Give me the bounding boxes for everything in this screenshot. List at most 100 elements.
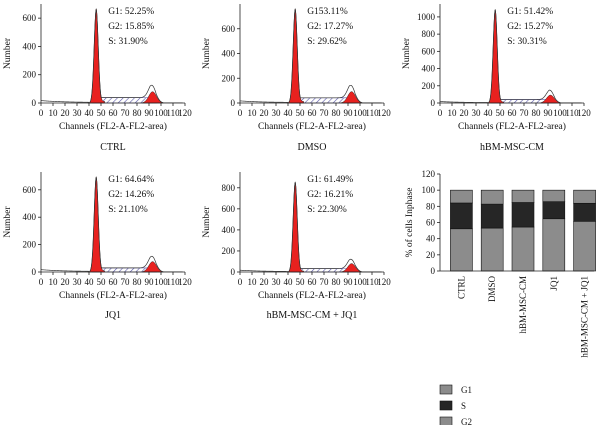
x-tick-label: 20: [260, 108, 270, 118]
x-tick-label: 100: [154, 277, 168, 287]
histogram-envelope: [239, 9, 382, 104]
bar-segment-g2: [480, 189, 504, 205]
x-tick-label: 0: [238, 108, 243, 118]
y-tick-label: 600: [23, 185, 37, 195]
x-tick-label: 40: [484, 108, 494, 118]
x-tick-label: 50: [97, 277, 107, 287]
category-label: JQ1: [549, 276, 559, 291]
x-tick-label: 50: [97, 108, 107, 118]
legend-label: G1: [461, 385, 472, 395]
x-tick-label: 90: [145, 108, 155, 118]
y-tick-label: 60: [426, 218, 436, 228]
x-tick-label: 70: [320, 277, 330, 287]
y-tick-label: 40: [426, 234, 436, 244]
y-tick-label: 0: [231, 98, 236, 108]
x-tick-label: 80: [133, 277, 143, 287]
x-axis-label: Channels (FL2-A-FL2-area): [258, 121, 366, 132]
y-tick-label: 0: [431, 266, 436, 276]
x-tick-label: 20: [61, 277, 71, 287]
legend-swatch: [439, 400, 453, 411]
x-tick-label: 20: [61, 108, 71, 118]
phase-percentage: G2: 16.21%: [307, 190, 353, 200]
bar-segment-g1: [573, 220, 596, 272]
phase-percentage: S: 31.90%: [108, 37, 148, 47]
phase-percentage: S: 22.30%: [307, 205, 347, 215]
g1-peak: [486, 8, 504, 104]
x-tick-label: 120: [178, 108, 192, 118]
g1-peak: [87, 7, 105, 104]
bar-segment-s: [542, 201, 566, 220]
legend-swatch: [439, 384, 453, 395]
x-tick-label: 70: [320, 108, 330, 118]
x-tick-label: 100: [553, 108, 567, 118]
y-tick-label: 200: [23, 70, 37, 80]
histogram-panel: 0 200 400 600 800 0 10 20 30 40 50 60 70 80 90 10011012…: [202, 172, 391, 321]
x-tick-label: 10: [448, 108, 458, 118]
x-tick-label: 110: [166, 277, 180, 287]
x-tick-label: 0: [438, 108, 443, 118]
x-tick-label: 110: [365, 108, 379, 118]
y-tick-label: 0: [231, 267, 236, 277]
legend: G1 S G2: [439, 384, 472, 425]
x-tick-label: 80: [332, 277, 342, 287]
x-tick-label: 10: [49, 277, 59, 287]
x-tick-label: 50: [296, 108, 306, 118]
x-tick-label: 30: [73, 108, 83, 118]
x-tick-label: 110: [365, 277, 379, 287]
x-tick-label: 120: [178, 277, 192, 287]
y-axis-label: Number: [3, 37, 13, 69]
panel-caption: hBM-MSC-CM + JQ1: [267, 310, 358, 321]
histogram-envelope: [439, 9, 582, 104]
x-tick-label: 120: [377, 108, 391, 118]
category-label: hBM-MSC-CM + JQ1: [580, 276, 590, 358]
x-tick-label: 40: [85, 277, 95, 287]
legend-label: G2: [461, 417, 472, 425]
bar-segment-g1: [480, 227, 504, 272]
g1-peak: [286, 181, 304, 273]
x-tick-label: 100: [154, 108, 168, 118]
y-tick-label: 120: [422, 169, 436, 179]
phase-percentage: G2: 17.27%: [307, 22, 353, 32]
y-tick-label: 400: [222, 225, 236, 235]
x-tick-label: 120: [577, 108, 591, 118]
panel-caption: DMSO: [298, 142, 327, 153]
y-tick-label: 600: [222, 24, 236, 34]
bar-segment-g2: [542, 189, 566, 202]
phase-percentage: G1: 64.64%: [108, 175, 154, 185]
bar-segment-s: [450, 202, 473, 230]
y-tick-label: 600: [23, 13, 37, 23]
x-tick-label: 80: [332, 108, 342, 118]
x-tick-label: 10: [49, 108, 59, 118]
x-tick-label: 120: [377, 277, 391, 287]
y-axis-label: Number: [202, 37, 212, 69]
phase-percentage: S: 30.31%: [507, 37, 547, 47]
y-tick-label: 600: [422, 46, 436, 56]
x-tick-label: 70: [520, 108, 530, 118]
panel-caption: JQ1: [105, 310, 121, 321]
x-tick-label: 100: [353, 108, 367, 118]
x-tick-label: 30: [73, 277, 83, 287]
x-tick-label: 60: [308, 108, 318, 118]
bar-segment-g1: [450, 228, 473, 272]
phase-percentage: G2: 14.26%: [108, 190, 154, 200]
phase-percentage: G2: 15.85%: [108, 22, 154, 32]
g2-peak: [540, 94, 563, 104]
stacked-bar-chart: 0 20 40 60 80 100 120 % of cells Inphase CTRL DMS…: [404, 169, 596, 358]
x-tick-label: 50: [296, 277, 306, 287]
x-tick-label: 90: [344, 277, 354, 287]
y-tick-label: 200: [222, 73, 236, 83]
bar-segment-g1: [542, 218, 566, 272]
x-tick-label: 70: [121, 277, 131, 287]
category-label: DMSO: [487, 276, 497, 303]
phase-percentage: G1: 52.25%: [108, 7, 154, 17]
x-tick-label: 80: [532, 108, 542, 118]
y-tick-label: 200: [422, 81, 436, 91]
x-tick-label: 50: [496, 108, 506, 118]
x-tick-label: 60: [109, 108, 119, 118]
x-tick-label: 80: [133, 108, 143, 118]
x-tick-label: 70: [121, 108, 131, 118]
x-axis-label: Channels (FL2-A-FL2-area): [258, 290, 366, 301]
